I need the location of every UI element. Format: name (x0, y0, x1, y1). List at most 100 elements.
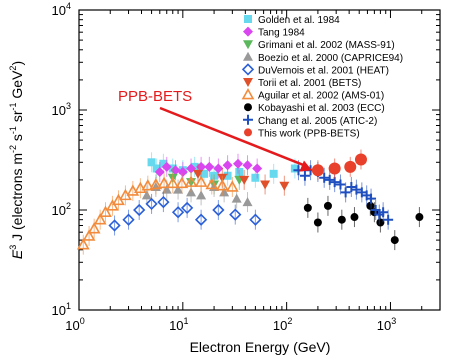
legend-label: Golden et al. 1984 (258, 15, 340, 26)
data-point (149, 177, 163, 190)
series-3 (141, 176, 253, 213)
data-point (106, 199, 119, 211)
data-point (184, 175, 198, 187)
data-point (212, 203, 225, 217)
data-point (383, 214, 394, 225)
data-point (319, 172, 330, 183)
data-point (249, 213, 262, 226)
data-point (177, 166, 188, 177)
data-point (205, 177, 219, 190)
y-axis-label: E3 J (electrons m-2 s-1 sr-1 GeV2) (8, 61, 25, 259)
data-point (233, 158, 244, 169)
data-point (192, 169, 203, 179)
legend-marker (244, 128, 252, 137)
data-point (204, 161, 215, 172)
data-point (213, 163, 224, 174)
data-point (299, 170, 310, 181)
legend-label: Grimani et al. 2002 (MASS-91) (258, 40, 395, 51)
legend-label: Aguilar et al. 2002 (AMS-01) (258, 91, 384, 102)
legend-marker (243, 114, 253, 125)
data-point (99, 205, 112, 218)
data-point (161, 161, 172, 172)
legend-marker (241, 87, 255, 100)
data-point (194, 213, 208, 226)
y-tick-label: 104 (52, 1, 71, 18)
data-point (335, 179, 346, 190)
data-point (354, 153, 367, 166)
series-9 (311, 149, 367, 181)
legend-marker (243, 26, 253, 37)
data-point (242, 197, 253, 207)
data-point (171, 206, 185, 219)
y-tick-label: 103 (52, 101, 71, 118)
data-point (329, 177, 340, 188)
legend-marker (243, 51, 253, 61)
legend-label: Torii et al. 2001 (BETS) (258, 78, 361, 89)
data-point (415, 213, 424, 222)
data-point (222, 160, 233, 171)
data-point (219, 187, 230, 197)
legend-label: Kobayashi et al. 2003 (ECC) (258, 103, 385, 114)
data-point (141, 190, 152, 200)
legend-label: Boezio et al. 2000 (CAPRICE94) (258, 53, 403, 64)
data-point (186, 163, 197, 174)
data-point (376, 218, 385, 227)
annotation: PPB-BETS (118, 88, 312, 172)
data-point (366, 193, 377, 204)
data-point (126, 184, 140, 196)
series-6 (76, 172, 239, 255)
data-point (76, 238, 90, 250)
x-tick-label: 100 (65, 316, 84, 333)
data-point (269, 169, 278, 178)
data-point (93, 213, 107, 225)
data-point (87, 222, 101, 234)
data-point (108, 219, 121, 232)
data-point (180, 201, 194, 215)
legend-marker (241, 63, 255, 76)
data-point (313, 218, 322, 227)
data-point (82, 229, 96, 241)
x-tick-labels: 100 101 102 103 (65, 316, 396, 333)
data-point (337, 215, 346, 224)
data-point (166, 176, 180, 189)
data-point (344, 160, 357, 173)
data-point (200, 169, 209, 178)
data-point (223, 171, 232, 180)
data-point (350, 213, 359, 222)
series-4 (108, 192, 262, 236)
data-point (134, 181, 147, 194)
legend-marker (243, 78, 253, 87)
legend-marker (244, 15, 252, 23)
data-point (122, 213, 135, 226)
data-point (231, 193, 242, 203)
data-point (175, 176, 189, 189)
annotation-arrow (159, 106, 305, 167)
data-point (366, 201, 375, 210)
data-point (378, 207, 389, 218)
data-point (145, 197, 158, 211)
data-point (324, 174, 335, 185)
data-point (196, 161, 207, 172)
data-point (190, 162, 199, 171)
data-point (229, 208, 242, 221)
data-point (260, 180, 271, 190)
data-point (225, 180, 239, 192)
data-point (279, 181, 290, 191)
data-point (147, 158, 156, 167)
data-point (157, 176, 171, 189)
data-point (154, 166, 165, 177)
y-tick-labels: 101 102 103 104 (52, 1, 71, 318)
data-point (328, 162, 341, 175)
y-tick-label: 101 (52, 301, 71, 318)
data-point (340, 187, 351, 198)
data-point (141, 179, 155, 191)
data-point (133, 203, 146, 217)
data-point (173, 184, 184, 194)
data-point (323, 201, 332, 210)
axis-ticks (78, 9, 441, 311)
data-point (311, 164, 324, 177)
data-point (290, 164, 299, 173)
data-point (157, 195, 170, 209)
